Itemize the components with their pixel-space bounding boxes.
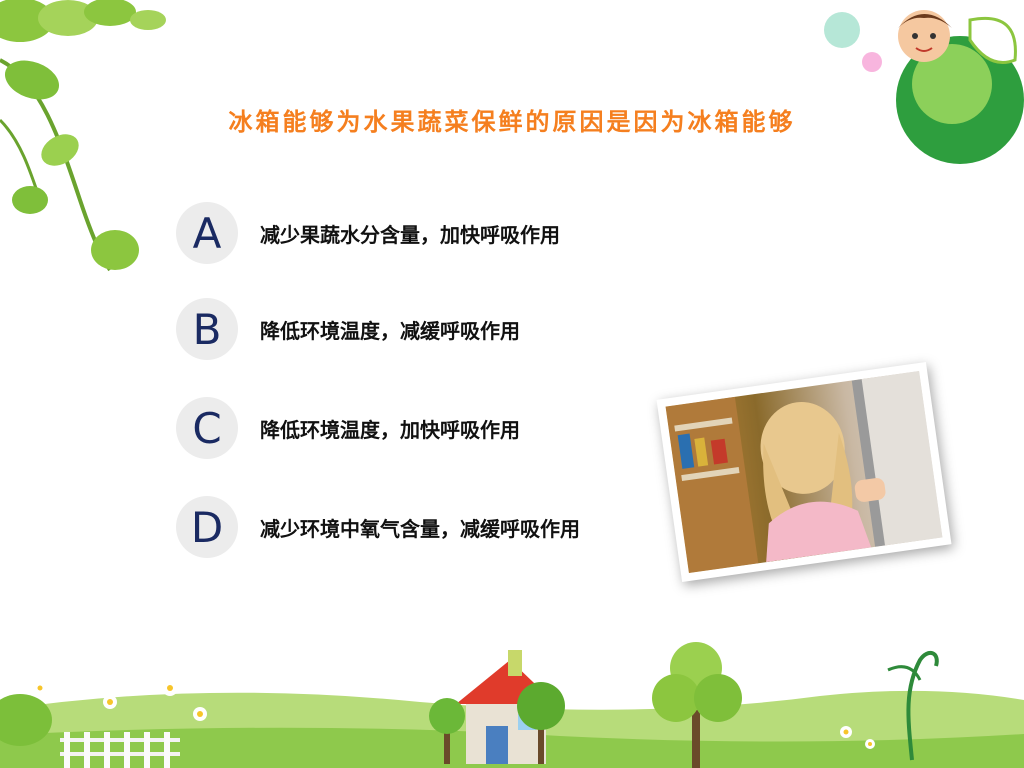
- option-letter-badge: A: [176, 202, 238, 264]
- option-c[interactable]: C 降低环境温度，加快呼吸作用: [176, 397, 520, 459]
- option-text: 减少环境中氧气含量，减缓呼吸作用: [260, 516, 580, 541]
- option-text: 减少果蔬水分含量，加快呼吸作用: [260, 222, 560, 247]
- page-title: 冰箱能够为水果蔬菜保鲜的原因是因为冰箱能够: [228, 108, 796, 136]
- option-text: 降低环境温度，加快呼吸作用: [260, 417, 520, 442]
- leaf-vine-icon: [0, 0, 166, 272]
- refrigerator-photo: [656, 361, 952, 583]
- fence-icon: [60, 732, 180, 768]
- scenery-bottom: [0, 642, 1024, 768]
- option-b[interactable]: B 降低环境温度，减缓呼吸作用: [176, 298, 520, 360]
- option-letter-badge: D: [176, 496, 238, 558]
- flower-icon: [34, 680, 875, 749]
- option-letter-badge: B: [176, 298, 238, 360]
- option-d[interactable]: D 减少环境中氧气含量，减缓呼吸作用: [176, 496, 580, 558]
- option-letter-badge: C: [176, 397, 238, 459]
- tree-icon: [429, 642, 742, 768]
- option-text: 降低环境温度，减缓呼吸作用: [260, 318, 520, 343]
- option-a[interactable]: A 减少果蔬水分含量，加快呼吸作用: [176, 202, 560, 264]
- child-leaf-icon: [824, 10, 1024, 164]
